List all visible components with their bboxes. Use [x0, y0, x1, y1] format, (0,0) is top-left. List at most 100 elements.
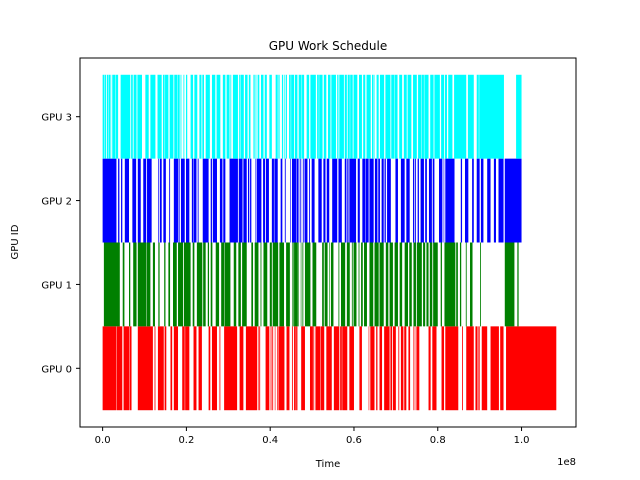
gpu0-bar-62	[466, 326, 474, 411]
gpu3-bar-66	[353, 74, 358, 159]
gpu2-bar-73	[439, 158, 443, 243]
gpu2-bar-22	[219, 158, 223, 243]
gpu3-bar-11	[145, 74, 149, 159]
gpu3-bar-30	[226, 74, 230, 159]
gpu2-bar-12	[173, 158, 179, 243]
gpu3-bar-52	[298, 74, 302, 159]
gpu2-bar-51	[344, 158, 347, 243]
gpu2-bar-7	[147, 158, 152, 243]
gpu1-bar-0	[103, 242, 120, 327]
x-axis-offset-label: 1e8	[557, 457, 576, 468]
gpu2-bar-66	[413, 158, 415, 243]
gpu3-bar-59	[328, 74, 331, 159]
gpu0-bar-2	[123, 326, 130, 411]
gpu3-bar-21	[185, 74, 188, 159]
gpu1-bar-61	[416, 242, 422, 327]
gpu0-bar-56	[416, 326, 420, 411]
gpu3-bar-77	[399, 74, 403, 159]
gpu0-bar-61	[462, 326, 463, 411]
gpu0-bar-12	[193, 326, 197, 411]
gpu3-bar-40	[260, 74, 264, 159]
gpu1-bar-18	[215, 242, 220, 327]
gpu0-bar-68	[506, 326, 557, 411]
gpu3-bar-70	[371, 74, 374, 159]
gpu3-bar-18	[177, 74, 180, 159]
gpu3-bar-80	[413, 74, 417, 159]
gpu1-bar-9	[168, 242, 171, 327]
gpu1-bar-48	[358, 242, 360, 327]
gpu3-bar-65	[350, 74, 353, 159]
gpu0-bar-9	[173, 326, 179, 411]
gpu0-bar-39	[340, 326, 342, 411]
gpu3-bar-86	[441, 74, 445, 159]
gpu0-bar-64	[478, 326, 480, 411]
gpu2-bar-49	[332, 158, 338, 243]
gpu0-bar-63	[475, 326, 478, 411]
gpu0-bar-54	[413, 326, 415, 411]
gpu3-bar-46	[281, 74, 284, 159]
gpu2-bar-79	[476, 158, 480, 243]
gpu0-bar-22	[265, 326, 270, 411]
x-tick-label: 1.0	[514, 435, 530, 446]
gpu1-bar-45	[346, 242, 350, 327]
gpu3-bar-82	[421, 74, 424, 159]
gpu2-bar-35	[280, 158, 283, 243]
gpu3-bar-74	[385, 74, 391, 159]
gpu3-bar-6	[115, 74, 119, 159]
gpu2-bar-47	[323, 158, 326, 243]
gpu1-bar-60	[413, 242, 416, 327]
gpu2-bar-52	[347, 158, 349, 243]
gpu1-bar-34	[298, 242, 299, 327]
gpu2-bar-40	[298, 158, 300, 243]
gpu0-bar-26	[277, 326, 279, 411]
gpu3-bar-16	[169, 74, 174, 159]
gpu2-bar-3	[124, 158, 130, 243]
gpu0-bar-44	[370, 326, 375, 411]
gpu0-bar-47	[384, 326, 390, 411]
gpu1-bar-54	[385, 242, 389, 327]
gpu1-bar-1	[122, 242, 125, 327]
gpu3-bar-78	[403, 74, 407, 159]
gpu2-bar-16	[191, 158, 194, 243]
gpu0-bar-66	[490, 326, 499, 411]
gpu0-bar-36	[320, 326, 325, 411]
gpu1-bar-62	[423, 242, 426, 327]
gpu2-bar-57	[369, 158, 374, 243]
gpu1-bar-74	[517, 242, 519, 327]
gpu0-bar-65	[481, 326, 488, 411]
gpu0-bar-8	[170, 326, 173, 411]
gpu1-bar-56	[394, 242, 398, 327]
gpu0-bar-52	[404, 326, 407, 411]
gpu0-bar-15	[211, 326, 217, 411]
gpu2-bar-43	[304, 158, 308, 243]
gpu3-bar-5	[112, 74, 116, 159]
gpu1-bar-3	[133, 242, 137, 327]
gpu1-bar-69	[459, 242, 462, 327]
gpu2-bar-58	[374, 158, 378, 243]
gpu2-bar-15	[185, 158, 190, 243]
gpu1-bar-30	[279, 242, 285, 327]
interval-bars	[102, 74, 557, 411]
gpu2-bar-24	[229, 158, 238, 243]
gpu3-bar-23	[194, 74, 198, 159]
gpu0-bar-7	[164, 326, 167, 411]
gpu1-bar-52	[374, 242, 379, 327]
gpu2-bar-71	[428, 158, 432, 243]
gpu2-bar-44	[309, 158, 310, 243]
gpu2-bar-62	[387, 158, 391, 243]
gpu1-bar-4	[137, 242, 147, 327]
gpu2-bar-27	[247, 158, 250, 243]
gpu3-bar-13	[157, 74, 162, 159]
gpu0-bar-17	[224, 326, 238, 411]
gpu0-bar-42	[359, 326, 362, 411]
gpu3-bar-42	[269, 74, 272, 159]
gpu3-bar-88	[448, 74, 453, 159]
gpu0-bar-55	[414, 326, 416, 411]
gpu2-bar-39	[296, 158, 299, 243]
x-axis-ticks: 0.0 0.2 0.4 0.6 0.8 1.0	[95, 427, 530, 446]
gpu2-bar-6	[143, 158, 147, 243]
gpu3-bar-85	[434, 74, 440, 159]
gpu3-bar-35	[245, 74, 248, 159]
gpu2-bar-68	[417, 158, 419, 243]
gpu2-bar-59	[378, 158, 380, 243]
